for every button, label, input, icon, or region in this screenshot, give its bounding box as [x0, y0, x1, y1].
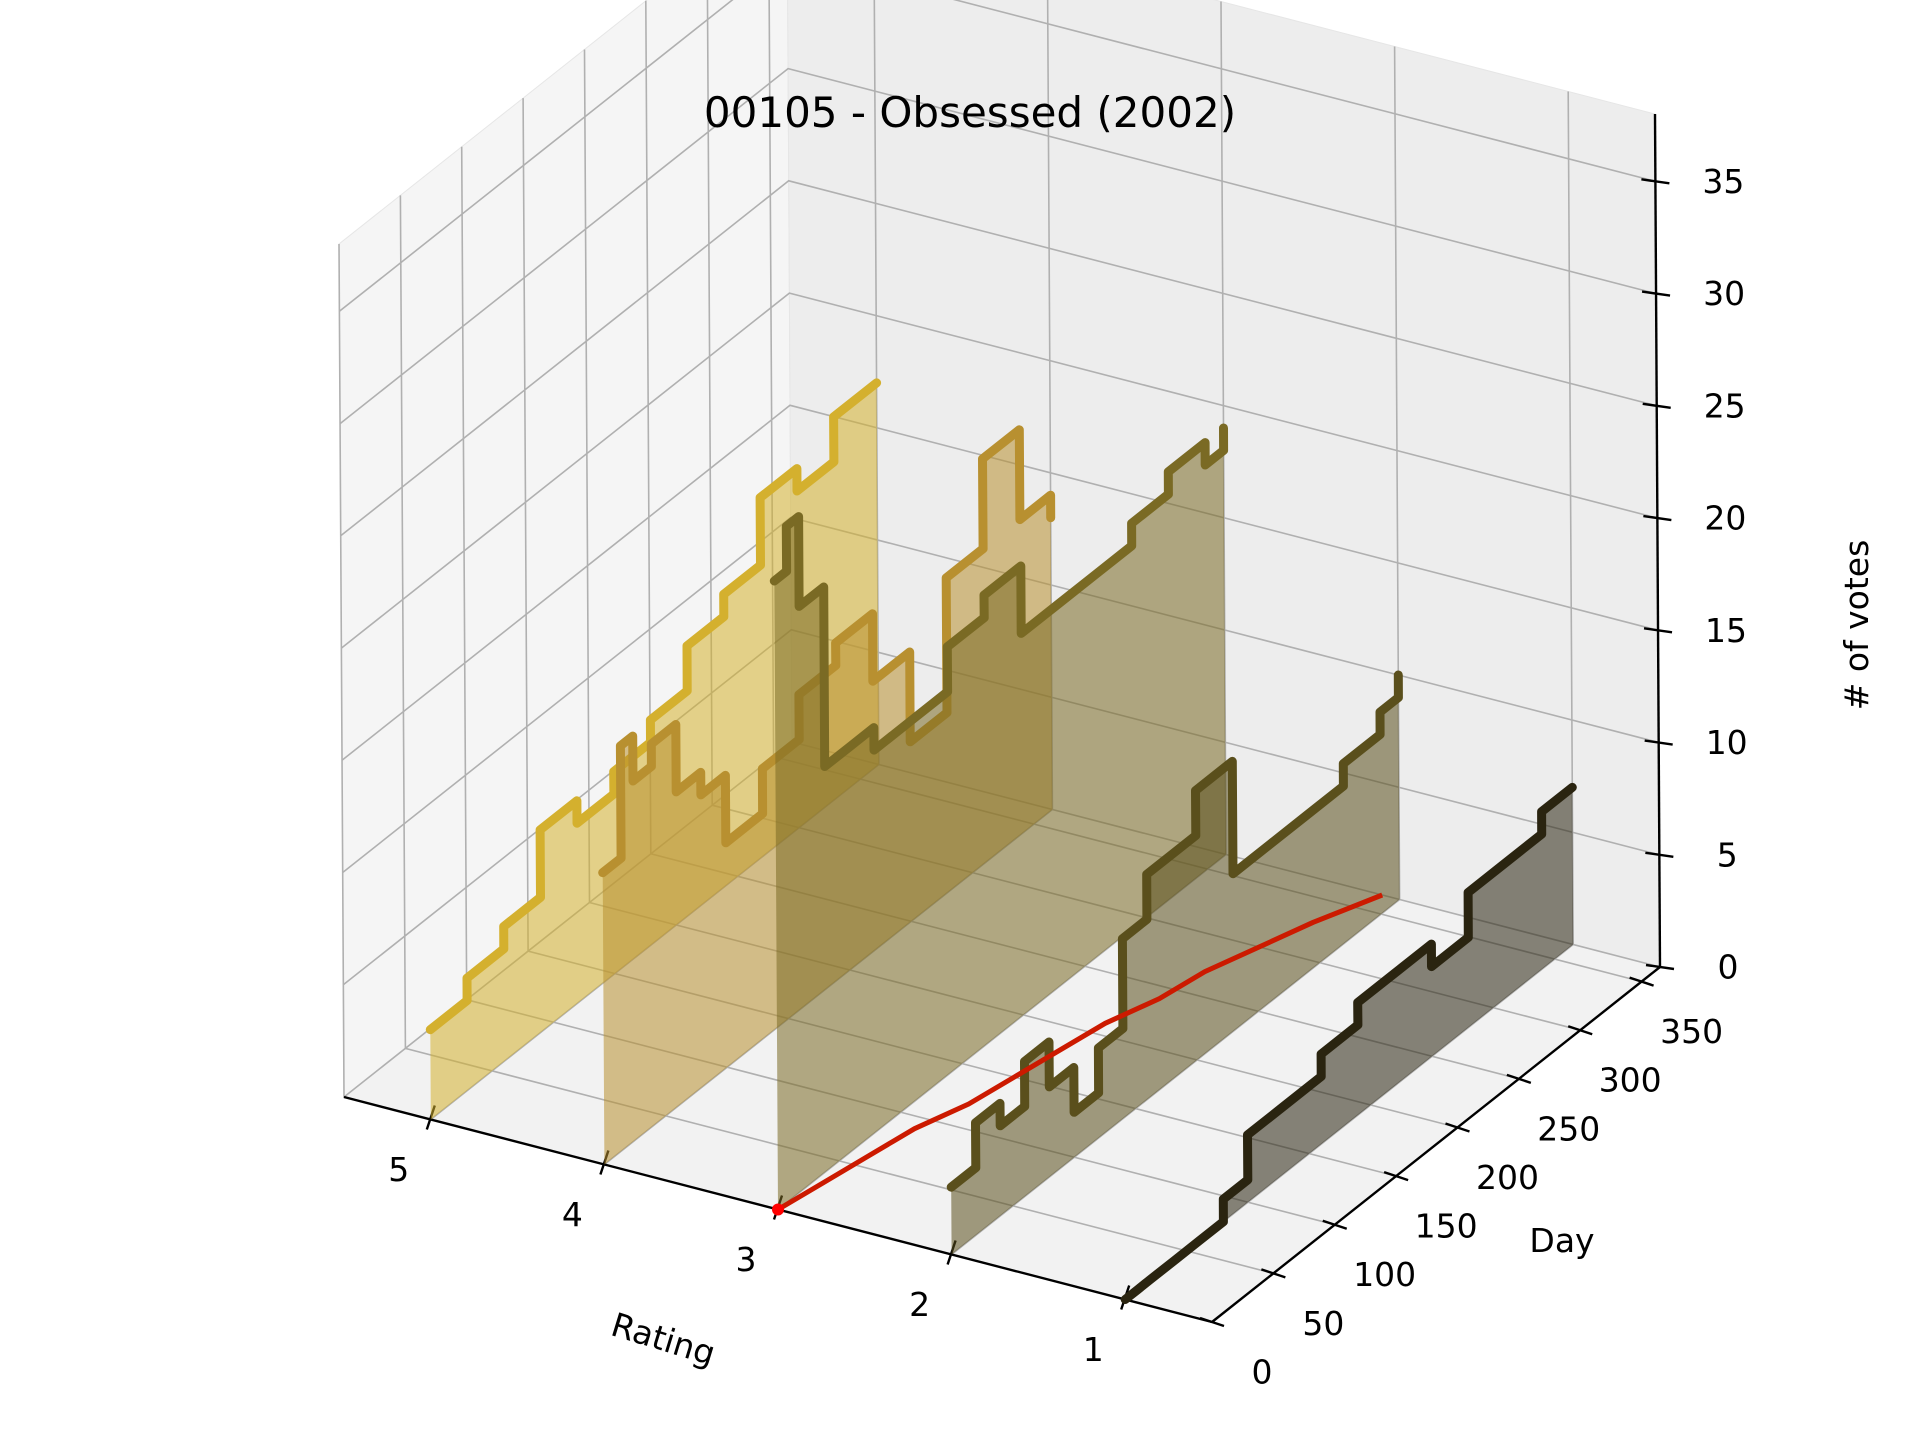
- z-tick-mark: [1645, 851, 1674, 858]
- y-tick-mark: [1383, 1170, 1409, 1182]
- y-tick-label: 300: [1599, 1061, 1662, 1100]
- grid-line-votes: [340, 179, 1657, 537]
- series-area-rating-2: [951, 675, 1400, 1255]
- z-axis-line: [1653, 113, 1662, 968]
- series-area-rating-1: [1125, 787, 1574, 1300]
- y-tick-mark: [1260, 1268, 1286, 1279]
- z-tick-label: 20: [1704, 499, 1746, 538]
- x-tick-label: 1: [1083, 1330, 1104, 1369]
- y-axis-line: [1211, 966, 1661, 1323]
- grid-line-votes: [338, 0, 1656, 312]
- grid-line-votes: [340, 292, 1658, 649]
- y-tick-mark: [1322, 1219, 1348, 1230]
- z-tick-mark: [1645, 963, 1675, 971]
- series-line-rating-1: [1120, 782, 1577, 1304]
- y-tick-label: 350: [1660, 1012, 1723, 1051]
- z-tick-mark: [1644, 739, 1673, 746]
- x-tick-label: 5: [388, 1150, 409, 1189]
- z-tick-label: 30: [1703, 274, 1745, 313]
- y-tick-mark: [1506, 1073, 1532, 1084]
- grid-line-votes: [339, 67, 1657, 425]
- x-tick-label: 4: [562, 1195, 583, 1234]
- series-line-rating-2: [946, 670, 1403, 1192]
- z-tick-label: 15: [1705, 611, 1747, 650]
- series-area-rating-3: [774, 428, 1226, 1210]
- z-tick-label: 0: [1718, 948, 1739, 987]
- series-group: [425, 378, 1577, 1304]
- y-tick-mark: [1567, 1025, 1593, 1036]
- y-tick-mark: [1199, 1316, 1225, 1328]
- x-tick-label: 2: [909, 1285, 930, 1324]
- series-line-rating-5: [425, 378, 882, 1035]
- y-tick-label: 50: [1302, 1304, 1344, 1343]
- z-tick-mark: [1643, 627, 1673, 634]
- y-tick-mark: [1629, 976, 1654, 987]
- y-axis-label: Day: [1529, 1221, 1594, 1260]
- z-tick-label: 25: [1704, 386, 1746, 425]
- chart-title: 00105 - Obsessed (2002): [704, 88, 1236, 137]
- x-axis-label: Rating: [607, 1305, 720, 1373]
- y-tick-label: 250: [1537, 1109, 1600, 1148]
- y-tick-label: 0: [1252, 1353, 1273, 1392]
- z-tick-label: 5: [1717, 835, 1738, 874]
- mean-rating-line: [776, 892, 1384, 1212]
- y-tick-label: 100: [1353, 1255, 1416, 1294]
- y-tick-mark: [1445, 1122, 1470, 1133]
- z-tick-label: 10: [1706, 723, 1748, 762]
- mean-rating-start-marker: [772, 1203, 784, 1216]
- z-tick-mark: [1643, 514, 1672, 522]
- series-line-rating-3: [769, 423, 1229, 771]
- y-tick-label: 200: [1476, 1158, 1539, 1197]
- z-axis-label: # of votes: [1837, 540, 1876, 711]
- z-tick-label: 35: [1702, 162, 1744, 201]
- grid-line-votes: [341, 404, 1659, 761]
- y-tick-label: 150: [1415, 1207, 1478, 1246]
- z-tick-mark: [1641, 290, 1671, 297]
- z-tick-mark: [1641, 178, 1670, 185]
- z-tick-mark: [1642, 402, 1671, 410]
- x-tick-label: 3: [736, 1240, 757, 1279]
